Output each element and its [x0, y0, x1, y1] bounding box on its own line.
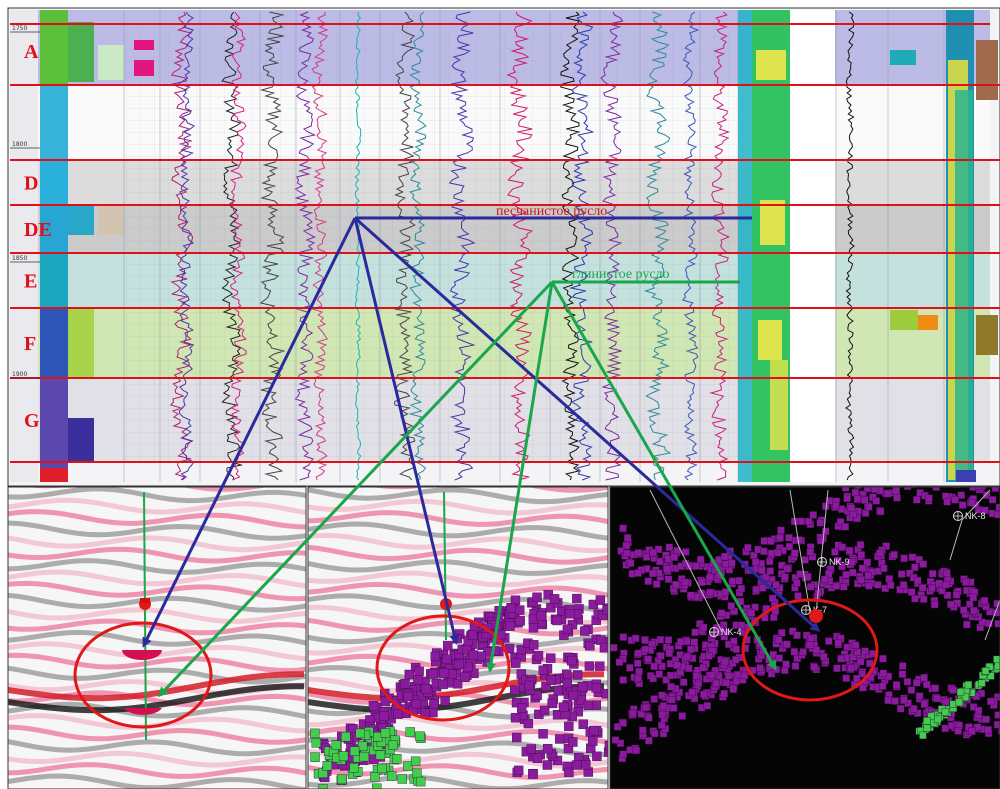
green-geobody-voxels — [310, 726, 426, 789]
clay-arrow — [550, 281, 777, 671]
zone-label: F — [24, 333, 36, 355]
log-curves — [123, 10, 945, 482]
zone-label: DE — [24, 219, 52, 241]
3d-geobody-view: NK-8 NK-9 K-7 NK-4 — [610, 487, 1000, 789]
clay-channel-label: глинистое русло — [572, 267, 670, 282]
well-label: K-7 — [813, 605, 827, 615]
depth-label: 1750 — [12, 25, 27, 32]
depth-label: 1800 — [12, 141, 27, 148]
target-circle — [73, 621, 213, 729]
depth-label: 1900 — [12, 371, 27, 378]
well-marker: K-7 — [801, 605, 827, 615]
well-label: NK-8 — [965, 511, 986, 521]
well-markers: NK-8 NK-9 K-7 NK-4 — [709, 511, 986, 637]
correlation-arrows — [142, 216, 821, 698]
depth-scale: 1750 1800 1850 1900 — [10, 25, 40, 379]
seismic-geobody-panel — [308, 487, 608, 789]
zone-label: E — [24, 271, 37, 293]
well-label: NK-4 — [721, 627, 742, 637]
facies-tracks — [738, 10, 998, 482]
well-marker: NK-4 — [709, 627, 742, 637]
target-circle — [741, 598, 879, 702]
sand-arrow — [142, 217, 357, 648]
well-log-panel: A D DE E F G 1750 1800 1850 1900 — [7, 7, 1000, 487]
clay-arrow — [486, 281, 554, 673]
zone-label: D — [24, 173, 38, 195]
target-circle — [375, 614, 511, 722]
sand-channel-label: песчанистое русло — [496, 204, 607, 219]
zone-label: A — [24, 41, 39, 63]
seismic-section-panel — [8, 487, 306, 789]
zone-label: G — [24, 410, 40, 432]
well-marker: NK-8 — [953, 511, 986, 521]
stratigraphy-columns — [10, 10, 154, 482]
sand-arrow — [353, 217, 460, 645]
sand-arrow — [354, 216, 821, 632]
well-marker: NK-9 — [817, 557, 850, 567]
depth-label: 1850 — [12, 255, 27, 262]
well-label: NK-9 — [829, 557, 850, 567]
clay-arrow — [157, 280, 554, 698]
